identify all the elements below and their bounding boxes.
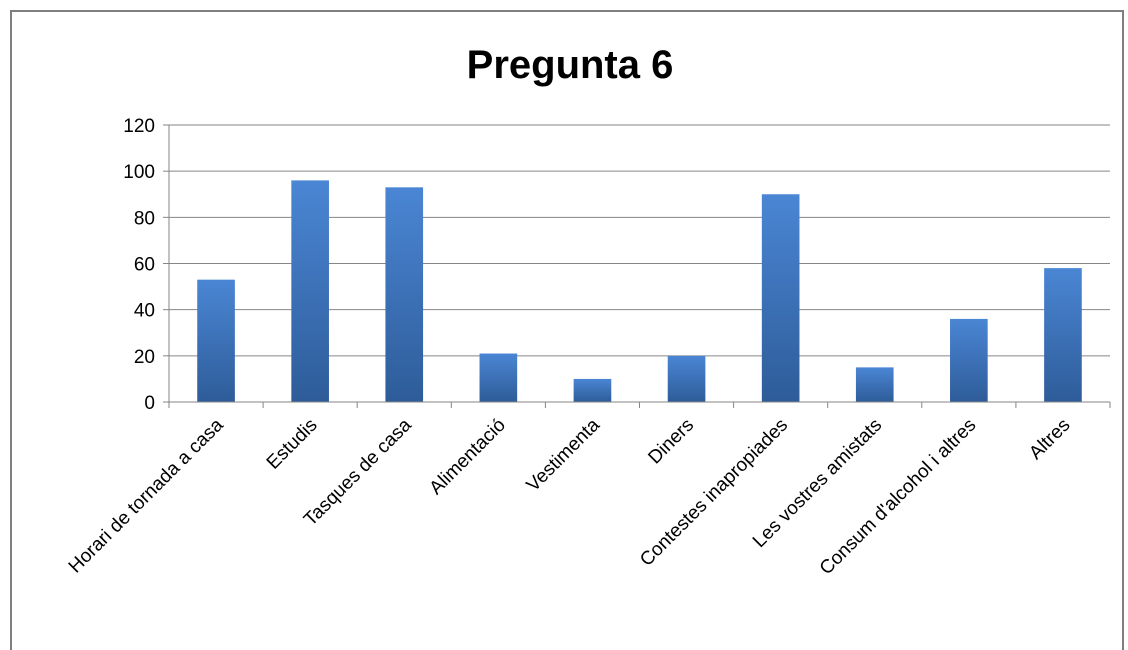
x-category-label: Alimentació bbox=[426, 415, 510, 499]
axes bbox=[168, 125, 1111, 408]
bar bbox=[761, 194, 800, 402]
chart-title: Pregunta 6 bbox=[467, 43, 674, 87]
y-tick-labels: 0 20 40 60 80 100 120 bbox=[123, 116, 155, 414]
bar bbox=[291, 180, 329, 402]
y-tick-label: 20 bbox=[134, 347, 155, 368]
y-tick-label: 0 bbox=[144, 393, 155, 414]
bar bbox=[667, 355, 706, 402]
y-tick-label: 120 bbox=[123, 116, 155, 137]
chart-frame bbox=[10, 10, 1124, 650]
bar bbox=[385, 187, 424, 402]
bars bbox=[197, 180, 1082, 402]
y-tick-label: 60 bbox=[134, 255, 155, 276]
y-tick-label: 100 bbox=[123, 162, 155, 183]
bar bbox=[855, 367, 894, 402]
bar bbox=[197, 279, 235, 402]
bar bbox=[573, 378, 612, 402]
y-tick-label: 80 bbox=[134, 208, 155, 229]
bar bbox=[950, 318, 988, 402]
x-category-label: Altres bbox=[1025, 415, 1074, 464]
x-category-label: Diners bbox=[644, 415, 698, 469]
x-category-label: Vestimenta bbox=[523, 414, 605, 496]
bar bbox=[479, 353, 518, 402]
x-category-label: Estudis bbox=[263, 415, 322, 474]
x-category-label: Horari de tornada a casa bbox=[65, 414, 228, 577]
y-tick-label: 40 bbox=[134, 301, 155, 322]
x-category-label: Consum d'alcohol i altres bbox=[816, 415, 981, 580]
bar bbox=[1044, 268, 1082, 402]
